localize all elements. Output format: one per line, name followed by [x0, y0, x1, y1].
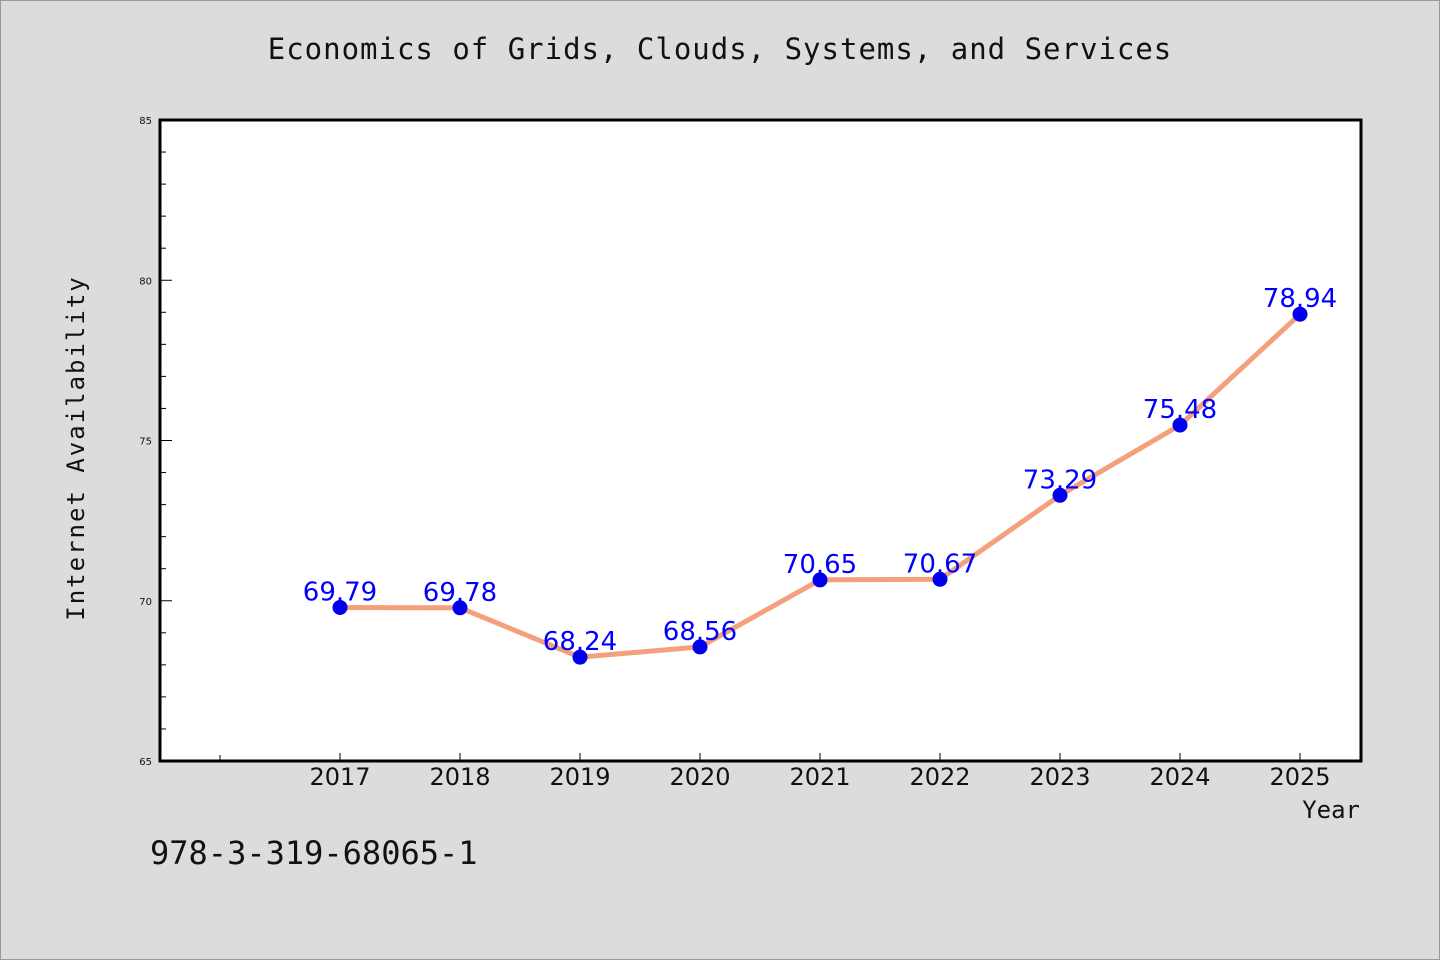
data-label: 69.78 [423, 578, 497, 608]
y-tick-label: 70 [139, 597, 152, 608]
data-label: 68.24 [543, 627, 617, 657]
data-labels: 69.79 69.78 68.24 68.56 70.65 70.67 73.29 75.48… [303, 284, 1337, 657]
plot-border [158, 118, 1363, 763]
data-point [332, 599, 348, 615]
data-point [1172, 417, 1188, 433]
x-tick-label: 2024 [1149, 763, 1210, 791]
data-label: 70.65 [783, 550, 857, 580]
data-label: 68.56 [663, 617, 737, 647]
x-tick-label: 2025 [1269, 763, 1330, 791]
x-axis-label: Year [1302, 796, 1360, 824]
isbn-footnote: 978-3-319-68065-1 [150, 834, 478, 872]
data-point [932, 571, 948, 587]
data-label: 69.79 [303, 577, 377, 607]
x-tick-label: 2021 [789, 763, 850, 791]
data-point [812, 572, 828, 588]
x-tick-label: 2018 [429, 763, 490, 791]
data-point [452, 600, 468, 616]
x-tick-label: 2022 [909, 763, 970, 791]
data-point [692, 639, 708, 655]
y-tick-label: 80 [139, 276, 152, 287]
data-label: 75.48 [1143, 395, 1217, 425]
x-tick-label: 2019 [549, 763, 610, 791]
x-tick-label: 2020 [669, 763, 730, 791]
data-point [572, 649, 588, 665]
x-tick-label: 2017 [309, 763, 370, 791]
data-point [1292, 306, 1308, 322]
data-label: 73.29 [1023, 465, 1097, 495]
y-tick-label: 65 [139, 757, 152, 768]
y-tick-label: 85 [139, 116, 152, 127]
x-tick-label: 2023 [1029, 763, 1090, 791]
data-label: 70.67 [903, 549, 977, 579]
y-tick-label: 75 [139, 437, 152, 448]
data-label: 78.94 [1263, 284, 1337, 314]
x-axis-ticks: 2017 2018 2019 2020 2021 2022 2023 2024 2025 [219, 753, 1331, 791]
data-point [1052, 487, 1068, 503]
plot-area [160, 120, 1361, 761]
data-markers [332, 306, 1308, 665]
chart-title: Economics of Grids, Clouds, Systems, and… [267, 32, 1173, 66]
